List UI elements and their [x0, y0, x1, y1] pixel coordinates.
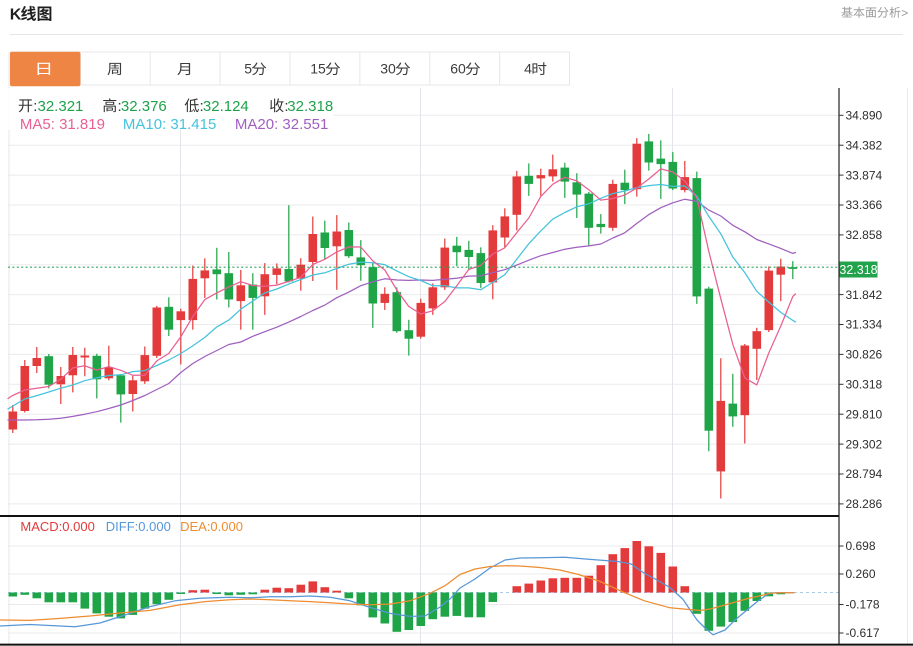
svg-text:0.698: 0.698 — [846, 539, 876, 553]
svg-text:DEA:0.000: DEA:0.000 — [180, 519, 243, 534]
svg-text:33.366: 33.366 — [846, 198, 883, 212]
svg-text:32.376: 32.376 — [121, 98, 167, 115]
svg-text:-0.617: -0.617 — [846, 626, 880, 640]
svg-text:30: 30 — [380, 61, 396, 77]
svg-text:4: 4 — [524, 61, 532, 77]
svg-text:K: K — [10, 7, 22, 24]
svg-text:31.334: 31.334 — [846, 318, 883, 332]
svg-text:30.318: 30.318 — [846, 378, 883, 392]
svg-text:32.858: 32.858 — [846, 228, 883, 242]
svg-text:29.810: 29.810 — [846, 407, 883, 421]
svg-text:32.318: 32.318 — [287, 98, 333, 115]
svg-text:MA10: 31.415: MA10: 31.415 — [123, 116, 216, 133]
svg-text:32.124: 32.124 — [203, 98, 249, 115]
svg-text:32.318: 32.318 — [839, 263, 877, 277]
svg-text:30.826: 30.826 — [846, 348, 883, 362]
svg-text:0.260: 0.260 — [846, 567, 876, 581]
svg-text:>: > — [901, 6, 908, 20]
svg-text:DIFF:0.000: DIFF:0.000 — [106, 519, 171, 534]
svg-text::: : — [284, 98, 288, 115]
svg-text:29.302: 29.302 — [846, 437, 883, 451]
svg-text:31.842: 31.842 — [846, 288, 883, 302]
svg-text::: : — [118, 98, 122, 115]
svg-text:5: 5 — [244, 61, 252, 77]
svg-text:-0.178: -0.178 — [846, 598, 880, 612]
svg-text:34.890: 34.890 — [846, 109, 883, 123]
svg-text::: : — [200, 98, 204, 115]
svg-text:15: 15 — [310, 61, 326, 77]
svg-text:32.321: 32.321 — [38, 98, 84, 115]
svg-text:MA20: 32.551: MA20: 32.551 — [235, 116, 328, 133]
svg-text:28.794: 28.794 — [846, 467, 883, 481]
svg-text:34.382: 34.382 — [846, 138, 883, 152]
svg-text:60: 60 — [450, 61, 466, 77]
svg-text:33.874: 33.874 — [846, 168, 883, 182]
svg-text:MACD:0.000: MACD:0.000 — [20, 519, 94, 534]
svg-text:28.286: 28.286 — [846, 497, 883, 511]
svg-text::: : — [33, 98, 37, 115]
svg-text:MA5: 31.819: MA5: 31.819 — [20, 116, 105, 133]
